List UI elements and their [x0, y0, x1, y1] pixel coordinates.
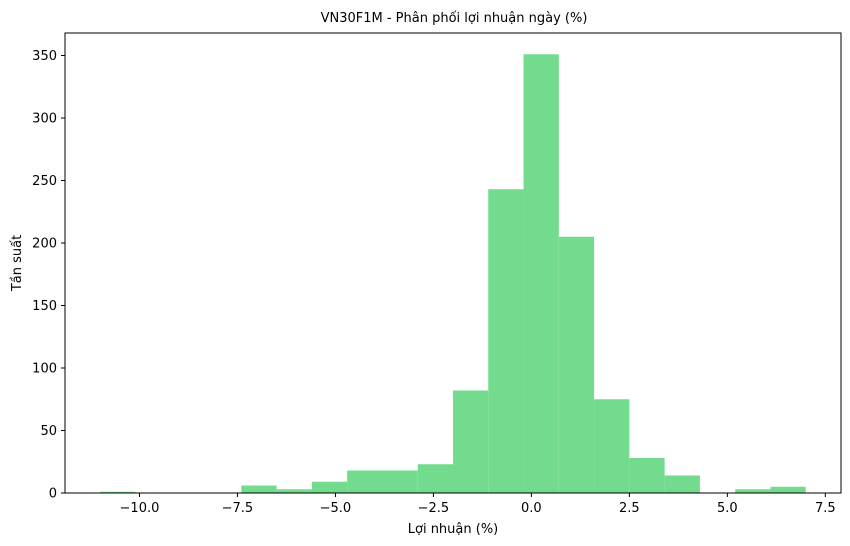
plot-frame [64, 32, 842, 494]
x-tick-label: 7.5 [815, 501, 836, 516]
y-tick-label: 150 [32, 299, 57, 314]
chart-title: VN30F1M - Phân phối lợi nhuận ngày (%) [321, 11, 588, 26]
histogram-bar [241, 485, 277, 493]
histogram-bar [558, 236, 595, 493]
x-tick-label: 5.0 [717, 501, 738, 516]
histogram-bar [664, 475, 700, 493]
x-tick-label: 2.5 [619, 501, 640, 516]
x-tick-label: −5.0 [320, 501, 352, 516]
x-axis-label: Lợi nhuận (%) [408, 522, 499, 537]
y-tick-label: 0 [49, 487, 57, 502]
histogram-bar [488, 189, 524, 493]
histogram-bar [311, 481, 348, 493]
y-tick-label: 50 [40, 424, 57, 439]
x-tick-label: 0.0 [521, 501, 542, 516]
histogram-bar [347, 470, 383, 493]
x-tick-label: −10.0 [120, 501, 160, 516]
histogram-bar [382, 470, 418, 493]
histogram-bar [594, 399, 630, 493]
histogram-bar [417, 464, 453, 493]
histogram-bar [453, 390, 489, 493]
y-tick-label: 200 [32, 237, 57, 252]
histogram-bar [100, 491, 136, 493]
y-axis: 0 50 100 150 200 250 300 350 [32, 49, 65, 502]
y-axis-label: Tần suất [10, 235, 25, 292]
y-tick-label: 300 [32, 112, 57, 127]
bars [100, 54, 806, 493]
histogram-bar [629, 458, 665, 493]
histogram-bar [735, 489, 771, 493]
x-tick-label: −7.5 [222, 501, 254, 516]
y-tick-label: 350 [32, 49, 57, 64]
y-tick-label: 100 [32, 362, 57, 377]
x-axis: −10.0 −7.5 −5.0 −2.5 0.0 2.5 5.0 7.5 [120, 493, 836, 516]
x-tick-label: −2.5 [418, 501, 450, 516]
histogram-bar [276, 489, 312, 493]
y-tick-label: 250 [32, 174, 57, 189]
histogram-bar [523, 54, 559, 493]
histogram-bar [770, 486, 806, 493]
